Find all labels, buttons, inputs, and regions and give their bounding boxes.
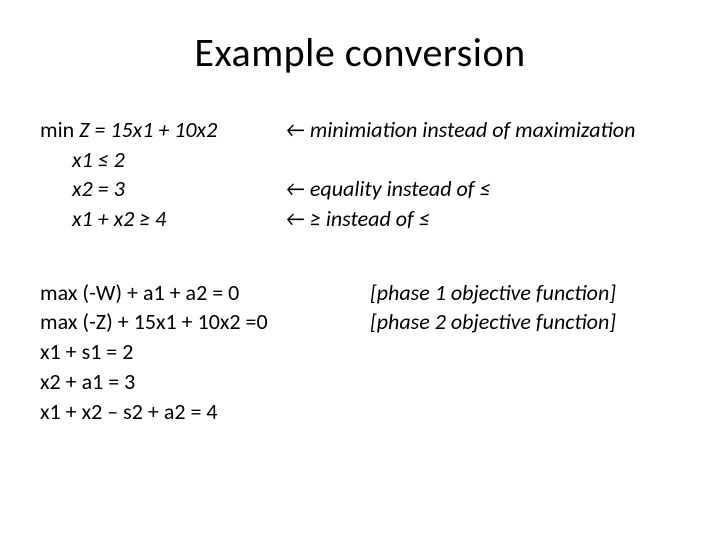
row-objective: min Z = 15x1 + 10x2 ← minimiation instea… [40,115,680,145]
min-keyword: min [40,116,79,143]
cell-note: [phase 2 objective function] [370,307,616,337]
row-constraint-2: x2 = 3 ← equality instead of ≤ [40,174,680,204]
cell-left: x2 = 3 [40,174,285,204]
cell-left: x2 + a1 = 3 [40,367,370,397]
row-phase2-obj: max (-Z) + 15x1 + 10x2 =0 [phase 2 objec… [40,307,680,337]
row-eq-3: x1 + x2 – s2 + a2 = 4 [40,397,680,427]
cell-left: x1 + s1 = 2 [40,337,370,367]
cell-left: x1 + x2 – s2 + a2 = 4 [40,397,370,427]
cell-note: [phase 1 objective function] [370,278,616,308]
cell-left: x1 ≤ 2 [40,145,285,175]
row-eq-2: x2 + a1 = 3 [40,367,680,397]
cell-note: ← equality instead of ≤ [285,174,490,204]
block-original-problem: min Z = 15x1 + 10x2 ← minimiation instea… [40,115,680,234]
cell-left: max (-W) + a1 + a2 = 0 [40,278,370,308]
row-phase1-obj: max (-W) + a1 + a2 = 0 [phase 1 objectiv… [40,278,680,308]
slide-container: Example conversion min Z = 15x1 + 10x2 ←… [0,0,720,540]
row-eq-1: x1 + s1 = 2 [40,337,680,367]
slide-title: Example conversion [40,28,680,77]
row-constraint-1: x1 ≤ 2 [40,145,680,175]
cell-left: min Z = 15x1 + 10x2 [40,115,285,145]
cell-note: ← ≥ instead of ≤ [285,204,430,234]
block-converted-problem: max (-W) + a1 + a2 = 0 [phase 1 objectiv… [40,278,680,426]
objective-expr: Z = 15x1 + 10x2 [79,116,217,143]
cell-note: ← minimiation instead of maximization [285,115,635,145]
cell-left: max (-Z) + 15x1 + 10x2 =0 [40,307,370,337]
cell-left: x1 + x2 ≥ 4 [40,204,285,234]
row-constraint-3: x1 + x2 ≥ 4 ← ≥ instead of ≤ [40,204,680,234]
